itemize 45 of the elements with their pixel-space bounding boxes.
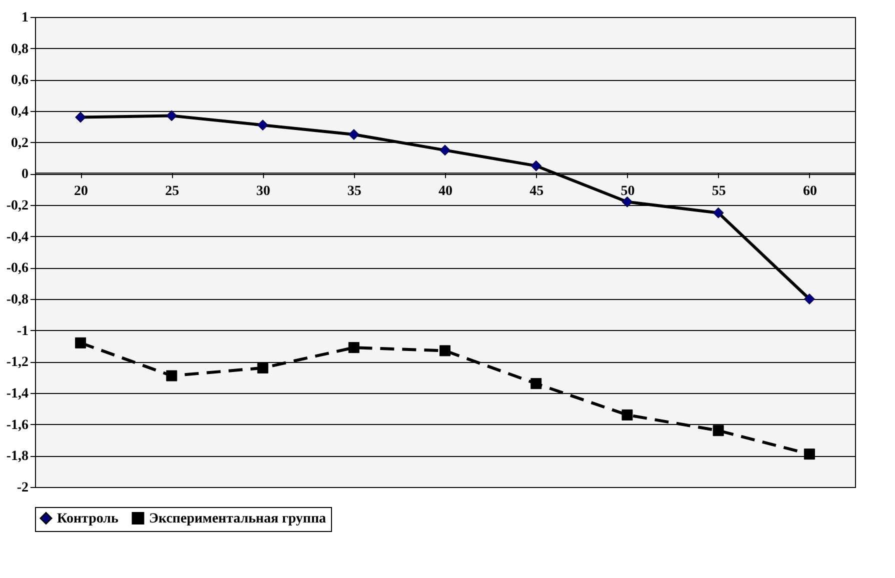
- y-tick-label: -1,8: [6, 449, 28, 464]
- y-tick-label: 0: [22, 167, 28, 182]
- point: [804, 448, 815, 460]
- legend-label: Экспериментальная группа: [149, 511, 326, 526]
- point: [530, 378, 542, 390]
- point: [75, 337, 86, 348]
- point: [166, 370, 178, 382]
- y-tick-label: 0,2: [11, 136, 28, 151]
- x-tick-label: 40: [438, 184, 452, 200]
- x-tick-label: 35: [347, 184, 362, 200]
- point: [712, 207, 724, 218]
- y-tick-label: -0,2: [6, 198, 28, 214]
- y-tick-label: -1,6: [6, 418, 28, 433]
- x-tick-label: 20: [74, 184, 88, 200]
- point: [804, 294, 815, 304]
- point: [440, 144, 450, 156]
- y-tick-label: 0,6: [11, 73, 28, 88]
- y-tick-label: -1: [16, 324, 28, 339]
- y-tick-label: -0,6: [6, 261, 28, 276]
- point: [257, 120, 268, 131]
- legend-label: Контроль: [57, 511, 120, 526]
- point: [75, 112, 86, 123]
- point: [712, 425, 724, 436]
- point: [530, 160, 542, 172]
- x-tick-label: 55: [712, 184, 726, 200]
- y-tick-label: 0,4: [11, 104, 28, 120]
- x-tick-label: 50: [620, 184, 635, 200]
- point: [622, 409, 633, 420]
- y-tick-label: -1,4: [6, 386, 28, 402]
- point: [622, 196, 633, 208]
- y-tick-label: -0,8: [6, 292, 28, 308]
- point: [166, 110, 178, 122]
- y-tick-label: -0,4: [6, 230, 28, 245]
- point: [257, 362, 268, 374]
- point: [348, 129, 360, 140]
- x-tick-label: 30: [256, 184, 270, 200]
- y-tick-label: -2: [16, 480, 28, 496]
- y-tick-label: 1: [22, 10, 28, 26]
- point: [440, 345, 450, 356]
- x-tick-label: 45: [530, 184, 544, 200]
- x-tick-label: 25: [165, 184, 180, 200]
- y-tick-label: -1,2: [6, 355, 28, 370]
- x-tick-label: 60: [802, 184, 817, 200]
- y-tick-label: 0,8: [11, 42, 28, 57]
- point: [348, 342, 360, 354]
